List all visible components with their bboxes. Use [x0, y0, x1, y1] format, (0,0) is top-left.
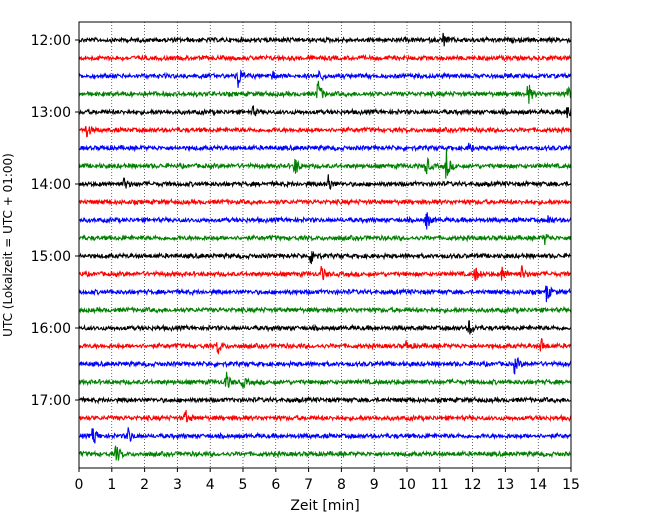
x-tick-label: 8	[337, 477, 346, 493]
trace-line	[78, 250, 572, 265]
trace-group	[78, 32, 572, 461]
trace-line	[78, 427, 572, 444]
y-tick-label: 15:00	[31, 249, 71, 265]
trace-line	[78, 395, 572, 405]
x-tick-label: 10	[398, 477, 416, 493]
x-tick-label: 12	[464, 477, 482, 493]
trace-line	[78, 80, 572, 104]
x-tick-label: 7	[304, 477, 313, 493]
trace-line	[78, 409, 572, 423]
y-axis: 12:00 13:00 14:00 15:00 16:00 17:00	[31, 33, 79, 409]
y-tick-label: 13:00	[31, 105, 71, 121]
x-tick-label: 9	[370, 477, 379, 493]
trace-line	[78, 149, 572, 179]
trace-line	[78, 265, 572, 282]
x-tick-label: 6	[271, 477, 280, 493]
trace-line	[79, 356, 572, 375]
x-tick-label: 0	[75, 477, 84, 493]
x-tick-label: 1	[107, 477, 116, 493]
trace-line	[78, 69, 572, 88]
trace-line	[78, 212, 572, 230]
trace-line	[78, 233, 572, 246]
trace-line	[78, 371, 572, 389]
x-tick-label: 15	[562, 477, 580, 493]
trace-line	[78, 285, 572, 303]
x-tick-label: 5	[239, 477, 248, 493]
trace-line	[78, 338, 572, 355]
x-tick-label: 14	[529, 477, 547, 493]
trace-line	[78, 174, 572, 190]
x-tick-label: 4	[206, 477, 215, 493]
x-tick-label: 11	[431, 477, 449, 493]
y-tick-label: 16:00	[31, 321, 71, 337]
x-tick-label: 13	[496, 477, 514, 493]
x-axis-title: Zeit [min]	[290, 498, 359, 514]
x-axis: 0 1 2 3 4 5 6 7 8 9 10 11 12 13 14 15	[75, 468, 580, 493]
trace-line	[78, 197, 572, 207]
y-tick-label: 17:00	[31, 393, 71, 409]
trace-line	[78, 125, 572, 138]
trace-line	[78, 32, 572, 47]
trace-line	[78, 445, 572, 461]
grid-lines	[111, 22, 539, 468]
trace-line	[78, 53, 572, 63]
x-tick-label: 2	[140, 477, 149, 493]
x-tick-label: 3	[173, 477, 182, 493]
trace-line	[78, 142, 572, 153]
trace-line	[78, 305, 572, 315]
trace-line	[78, 320, 572, 335]
y-axis-title: UTC (Lokalzeit = UTC + 01:00)	[1, 153, 15, 337]
plot-frame	[78, 21, 572, 469]
trace-line	[78, 105, 572, 119]
y-tick-label: 14:00	[31, 177, 71, 193]
y-tick-label: 12:00	[31, 33, 71, 49]
